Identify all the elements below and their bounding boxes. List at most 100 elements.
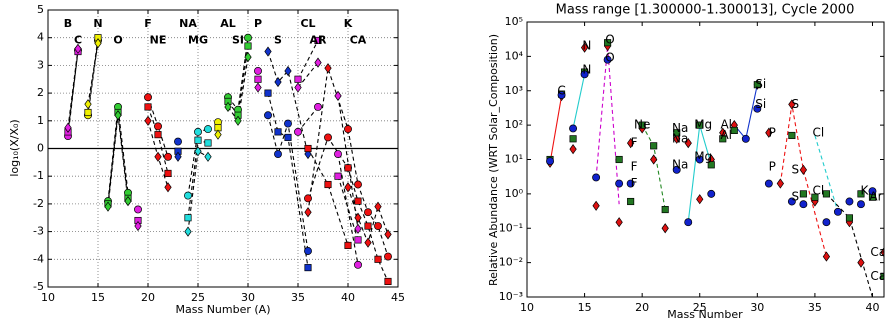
isotope-line <box>347 167 389 282</box>
marker-circle <box>344 125 352 134</box>
isotope-line <box>297 62 319 88</box>
marker-square <box>314 36 322 45</box>
marker-diamond <box>650 154 658 165</box>
y-tick-label: 4 <box>37 31 44 44</box>
y-tick-label: -4 <box>33 252 44 265</box>
plot-frame <box>47 9 399 288</box>
marker-circle <box>364 208 372 217</box>
marker-diamond <box>74 43 82 54</box>
marker-square <box>753 81 761 89</box>
marker-square <box>799 190 807 198</box>
annotation: P <box>769 160 776 174</box>
marker-diamond <box>822 251 831 262</box>
isotope-line <box>267 115 309 252</box>
marker-circle <box>799 200 808 209</box>
annotation: Si <box>755 77 766 91</box>
x-tick-label: 10 <box>520 301 534 314</box>
marker-circle <box>707 189 716 198</box>
marker-diamond <box>696 194 704 205</box>
marker-circle <box>274 150 282 158</box>
marker-circle <box>284 119 292 128</box>
marker-circle <box>833 207 842 216</box>
annotation: O <box>605 32 614 46</box>
annotation: S <box>274 33 282 46</box>
marker-circle <box>741 134 750 143</box>
marker-circle <box>174 137 182 146</box>
marker-diamond <box>684 137 692 149</box>
x-tick-label: 30 <box>241 291 255 304</box>
y-tick-label: -1 <box>33 169 44 182</box>
y-tick-label: 10³ <box>505 84 523 97</box>
marker-square <box>569 135 577 143</box>
marker-circle <box>822 218 831 227</box>
annotation: F <box>631 136 638 150</box>
marker-diamond <box>615 217 623 228</box>
x-tick-label: 25 <box>693 301 707 314</box>
marker-square <box>707 161 715 169</box>
annotation: P <box>769 125 776 139</box>
annotation: Mg <box>694 149 712 163</box>
annotation: N <box>582 39 591 53</box>
marker-diamond <box>344 182 352 193</box>
marker-diamond <box>364 237 372 248</box>
y-tick-label: 10⁰ <box>505 187 524 200</box>
marker-square <box>788 131 796 140</box>
isotope-line <box>87 40 99 116</box>
marker-circle <box>868 187 877 196</box>
marker-circle <box>244 33 252 42</box>
marker-square <box>324 180 332 189</box>
marker-diamond <box>104 201 112 212</box>
marker-diamond <box>354 212 362 223</box>
marker-diamond <box>64 122 72 133</box>
marker-square <box>294 75 302 83</box>
marker-diamond <box>214 129 222 140</box>
marker-square <box>822 190 830 198</box>
marker-diamond <box>354 223 362 234</box>
isotope-line <box>297 40 319 80</box>
isotope-line <box>267 51 309 155</box>
annotation: NA <box>179 17 197 30</box>
marker-square <box>254 75 262 83</box>
isotope-line <box>267 92 309 268</box>
x-tick-label: 30 <box>750 301 764 314</box>
annotation: AL <box>220 17 236 30</box>
marker-diamond <box>284 65 292 77</box>
marker-diamond <box>384 229 392 240</box>
marker-diamond <box>94 38 102 49</box>
marker-circle <box>695 155 704 164</box>
marker-circle <box>615 179 624 188</box>
marker-circle <box>764 179 773 188</box>
marker-square <box>627 197 635 206</box>
marker-square <box>650 142 658 150</box>
marker-square <box>274 128 282 136</box>
x-tick-label: 20 <box>635 301 649 314</box>
y-tick-label: 10¹ <box>505 153 523 166</box>
marker-square <box>615 155 623 164</box>
annotation: Cl <box>812 184 824 198</box>
isotope-line <box>107 112 129 204</box>
annotation: F <box>631 160 638 174</box>
marker-square <box>673 129 681 137</box>
x-axis-label: Mass Number <box>667 308 743 321</box>
marker-square <box>244 42 252 50</box>
annotation: Mg <box>694 118 712 132</box>
marker-circle <box>787 197 796 206</box>
marker-diamond <box>124 196 132 207</box>
marker-circle <box>144 93 152 102</box>
marker-diamond <box>174 151 182 162</box>
annotation: Al <box>720 118 732 132</box>
annotation: C <box>74 33 82 46</box>
marker-circle <box>753 104 762 113</box>
x-tick-label: 35 <box>291 291 305 304</box>
marker-square <box>811 193 819 201</box>
marker-diamond <box>580 42 589 53</box>
x-axis-label: Mass Number (A) <box>176 303 271 316</box>
annotation: SI <box>232 33 244 46</box>
marker-square <box>344 241 352 250</box>
marker-square <box>364 222 372 230</box>
isotope-line <box>147 106 169 174</box>
marker-diamond <box>374 201 382 212</box>
marker-circle <box>164 152 172 161</box>
